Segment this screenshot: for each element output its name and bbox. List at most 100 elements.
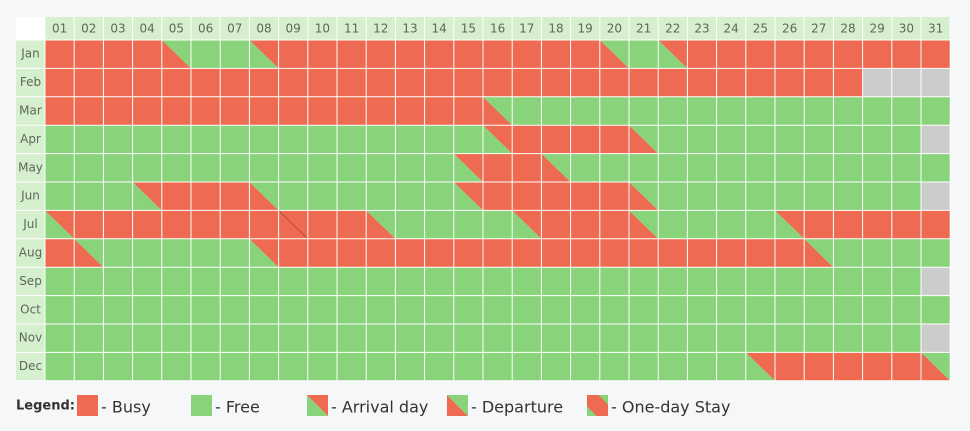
month-label: Aug xyxy=(19,246,42,260)
day-label: 22 xyxy=(665,22,680,36)
cell-fill xyxy=(337,68,367,97)
day-cell xyxy=(862,295,892,324)
day-cell xyxy=(891,153,921,182)
cell-fill xyxy=(395,238,425,268)
cell-fill xyxy=(366,295,396,324)
day-cell xyxy=(395,40,425,69)
cell-fill xyxy=(45,40,75,69)
day-cell xyxy=(804,125,834,154)
day-cell xyxy=(45,68,75,97)
cell-fill xyxy=(132,210,162,239)
day-cell xyxy=(921,153,951,182)
day-cell xyxy=(921,352,951,381)
cell-fill xyxy=(132,295,162,324)
cell-fill xyxy=(891,96,921,126)
day-cell xyxy=(74,182,104,211)
cell-fill xyxy=(307,352,337,381)
day-cell xyxy=(629,153,659,182)
cell-fill xyxy=(891,238,921,268)
day-cell xyxy=(687,40,717,69)
day-cell xyxy=(191,40,221,69)
cell-fill xyxy=(337,153,367,182)
cell-fill xyxy=(424,40,454,69)
day-cell xyxy=(599,96,629,126)
day-cell xyxy=(278,267,308,296)
day-cell xyxy=(658,40,688,69)
month-label: Sep xyxy=(19,274,42,288)
cell-fill xyxy=(161,210,191,239)
cell-fill xyxy=(424,96,454,126)
cell-fill xyxy=(512,40,542,69)
cell-busy-half xyxy=(483,125,513,154)
day-cell xyxy=(658,96,688,126)
cell-fill xyxy=(658,182,688,211)
day-cell xyxy=(132,352,162,381)
day-label: 17 xyxy=(519,22,534,36)
cell-fill xyxy=(921,153,951,182)
cell-busy-half xyxy=(45,210,75,239)
cell-fill xyxy=(716,125,746,154)
day-cell xyxy=(716,40,746,69)
day-cell xyxy=(658,352,688,381)
month-label: Apr xyxy=(20,132,41,146)
cell-fill xyxy=(337,238,367,268)
cell-fill xyxy=(629,238,659,268)
day-cell xyxy=(103,153,133,182)
day-cell xyxy=(395,352,425,381)
day-cell xyxy=(804,182,834,211)
cell-fill xyxy=(745,40,775,69)
day-cell xyxy=(278,295,308,324)
day-cell xyxy=(512,210,542,239)
day-cell xyxy=(249,153,279,182)
cell-fill xyxy=(103,210,133,239)
day-cell xyxy=(570,182,600,211)
cell-fill xyxy=(658,238,688,268)
day-cell xyxy=(599,238,629,268)
day-cell xyxy=(512,125,542,154)
cell-fill xyxy=(249,96,279,126)
cell-fill xyxy=(45,295,75,324)
day-cell xyxy=(921,238,951,268)
day-cell xyxy=(687,352,717,381)
cell-busy-half xyxy=(74,238,104,268)
cell-busy-half xyxy=(453,182,483,211)
day-cell xyxy=(716,324,746,353)
month-label: Dec xyxy=(19,359,42,373)
cell-fill xyxy=(804,324,834,353)
day-label: 21 xyxy=(636,22,651,36)
cell-fill xyxy=(541,295,571,324)
day-cell xyxy=(103,238,133,268)
day-cell xyxy=(599,125,629,154)
day-cell xyxy=(658,210,688,239)
day-cell xyxy=(775,68,805,97)
day-cell xyxy=(191,96,221,126)
cell-fill xyxy=(687,153,717,182)
day-cell xyxy=(716,295,746,324)
day-cell xyxy=(833,125,863,154)
cell-fill xyxy=(570,267,600,296)
day-cell xyxy=(775,210,805,239)
cell-fill xyxy=(220,238,250,268)
cell-fill xyxy=(775,68,805,97)
cell-fill xyxy=(307,267,337,296)
cell-fill xyxy=(453,267,483,296)
cell-fill xyxy=(716,238,746,268)
day-label: 30 xyxy=(899,22,914,36)
cell-fill xyxy=(161,295,191,324)
cell-fill xyxy=(161,267,191,296)
cell-free-half xyxy=(447,395,468,416)
cell-free-part xyxy=(587,406,597,416)
cell-fill xyxy=(220,68,250,97)
day-label: 26 xyxy=(782,22,797,36)
legend-label: - Arrival day xyxy=(331,398,428,417)
day-cell xyxy=(278,182,308,211)
cell-fill xyxy=(307,324,337,353)
cell-fill xyxy=(45,125,75,154)
day-cell xyxy=(775,324,805,353)
day-cell xyxy=(745,295,775,324)
cell-fill xyxy=(132,238,162,268)
cell-fill xyxy=(74,210,104,239)
day-cell xyxy=(862,352,892,381)
cell-busy-half xyxy=(629,182,659,211)
cell-fill xyxy=(687,238,717,268)
